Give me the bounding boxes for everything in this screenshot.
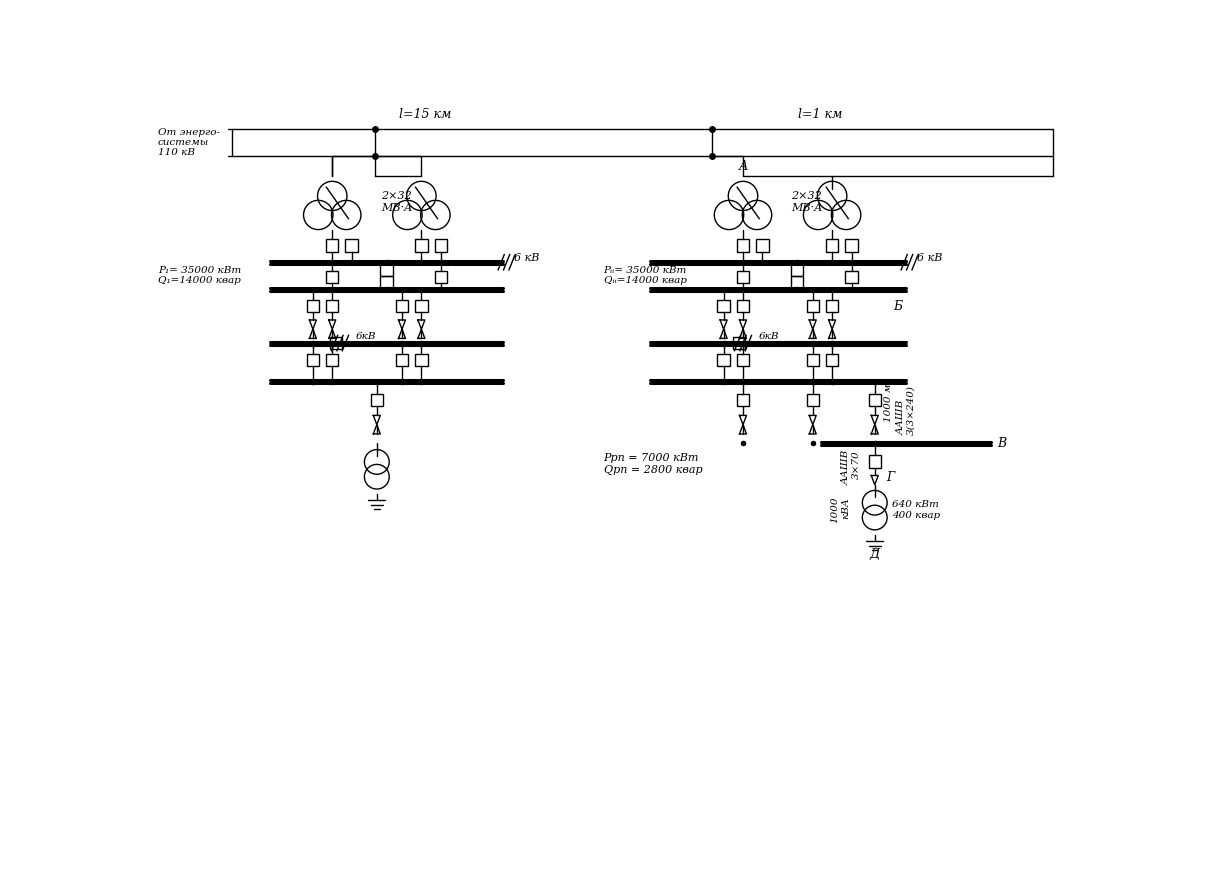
Text: В: В bbox=[997, 436, 1007, 449]
Bar bbox=[737, 394, 749, 406]
Text: l=1 км: l=1 км bbox=[798, 109, 843, 121]
Text: 6 кВ: 6 кВ bbox=[515, 252, 540, 263]
Bar bbox=[307, 300, 319, 312]
Text: 2×32
МВ·А: 2×32 МВ·А bbox=[381, 191, 411, 213]
Bar bbox=[395, 300, 408, 312]
Text: 1000 м: 1000 м bbox=[885, 383, 893, 421]
Bar bbox=[326, 271, 339, 283]
Bar bbox=[825, 354, 838, 366]
Text: 1000
кВА: 1000 кВА bbox=[830, 497, 850, 523]
Text: Б: Б bbox=[893, 300, 902, 313]
Text: От энерго-
системы
110 кВ: От энерго- системы 110 кВ bbox=[158, 128, 219, 158]
Text: 6 кВ: 6 кВ bbox=[918, 252, 942, 263]
Bar bbox=[791, 264, 803, 276]
Bar bbox=[756, 239, 769, 251]
Bar bbox=[807, 354, 819, 366]
Bar bbox=[330, 337, 342, 350]
Bar bbox=[381, 264, 393, 276]
Bar bbox=[845, 271, 857, 283]
Bar bbox=[415, 300, 428, 312]
Bar bbox=[307, 354, 319, 366]
Bar bbox=[825, 239, 838, 251]
Text: Г: Г bbox=[886, 470, 894, 484]
Text: ААШВ
3(3×240): ААШВ 3(3×240) bbox=[897, 385, 915, 435]
Text: Pᵢᵢ= 35000 кВт
Qᵢᵢ=14000 квар: Pᵢᵢ= 35000 кВт Qᵢᵢ=14000 квар bbox=[604, 265, 687, 285]
Bar bbox=[381, 276, 393, 288]
Bar bbox=[845, 239, 857, 251]
Bar bbox=[717, 300, 729, 312]
Bar bbox=[415, 239, 428, 251]
Bar bbox=[326, 354, 339, 366]
Bar bbox=[371, 394, 383, 406]
Bar bbox=[345, 239, 357, 251]
Text: 2×32
МВ·А: 2×32 МВ·А bbox=[791, 191, 823, 213]
Text: ААШВ
3×70: ААШВ 3×70 bbox=[841, 450, 861, 485]
Bar bbox=[395, 354, 408, 366]
Bar bbox=[825, 300, 838, 312]
Bar bbox=[733, 337, 745, 350]
Text: 640 кВт
400 квар: 640 кВт 400 квар bbox=[892, 500, 940, 519]
Bar bbox=[415, 354, 428, 366]
Bar bbox=[737, 300, 749, 312]
Text: Д: Д bbox=[870, 548, 880, 561]
Bar bbox=[737, 239, 749, 251]
Bar bbox=[791, 276, 803, 288]
Bar bbox=[869, 394, 881, 406]
Text: 6кВ: 6кВ bbox=[356, 332, 376, 342]
Bar bbox=[737, 354, 749, 366]
Bar bbox=[326, 300, 339, 312]
Bar bbox=[869, 456, 881, 468]
Bar bbox=[737, 271, 749, 283]
Text: Pрп = 7000 кВт
Qрп = 2800 квар: Pрп = 7000 кВт Qрп = 2800 квар bbox=[604, 453, 702, 475]
Text: P₁= 35000 кВт
Q₁=14000 квар: P₁= 35000 кВт Q₁=14000 квар bbox=[158, 265, 241, 285]
Text: А: А bbox=[738, 160, 748, 173]
Bar bbox=[807, 300, 819, 312]
Bar bbox=[717, 354, 729, 366]
Bar bbox=[326, 239, 339, 251]
Text: 6кВ: 6кВ bbox=[759, 332, 779, 342]
Bar bbox=[435, 271, 447, 283]
Bar bbox=[435, 239, 447, 251]
Bar bbox=[807, 394, 819, 406]
Text: l=15 км: l=15 км bbox=[399, 109, 451, 121]
